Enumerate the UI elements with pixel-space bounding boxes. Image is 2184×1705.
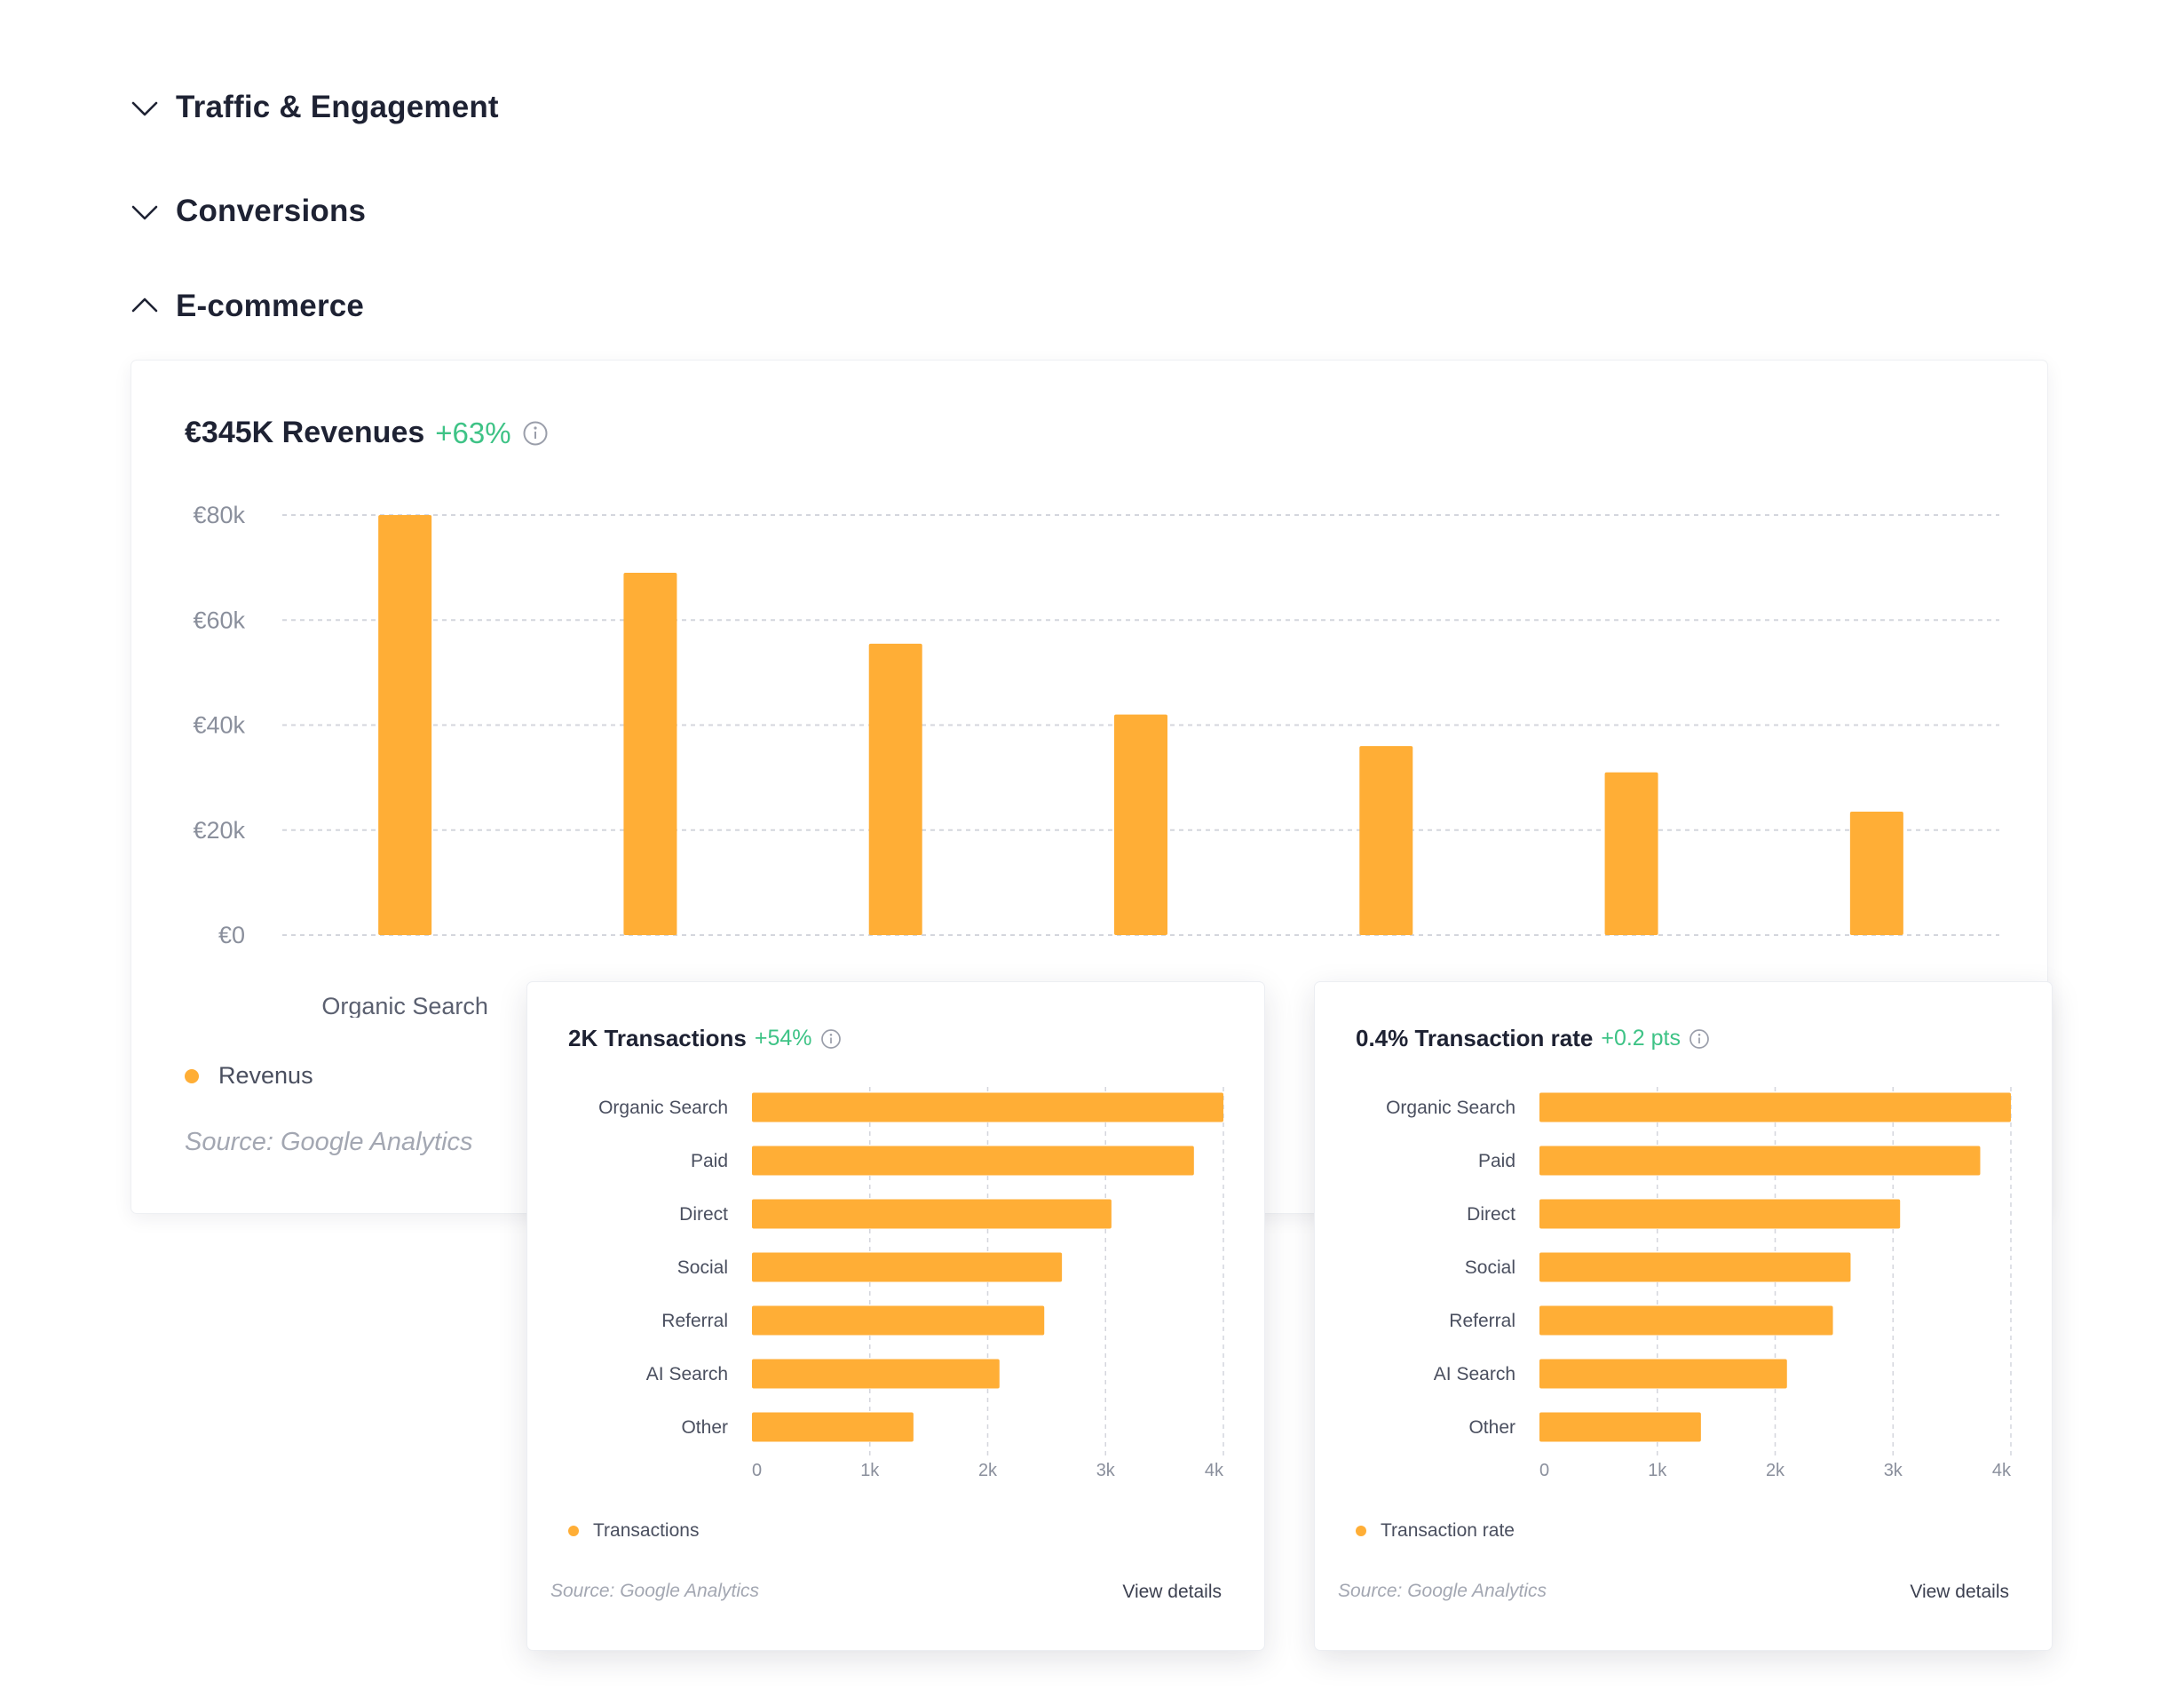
revenue-legend: Revenus xyxy=(185,1062,313,1090)
transaction-rate-kpi: 0.4% Transaction rate +0.2 pts xyxy=(1356,1025,1710,1052)
x-tick-label: 0 xyxy=(752,1461,762,1480)
chevron-down-icon xyxy=(130,196,160,226)
bar xyxy=(1539,1092,2011,1122)
x-tick-label: 4k xyxy=(1992,1461,2012,1480)
y-tick-label: €0 xyxy=(218,922,245,948)
y-tick-label: Organic Search xyxy=(1386,1098,1515,1118)
transaction-rate-card: 0.4% Transaction rate +0.2 pts 0 1k 2k 3k 4k… xyxy=(1315,982,2052,1650)
bar xyxy=(1604,772,1658,935)
kpi-delta: +63% xyxy=(435,416,511,449)
transaction-rate-bar-chart: 0 1k 2k 3k 4k Organic Search Paid Direct Social R… xyxy=(1386,1087,2012,1480)
y-tick-label: €80k xyxy=(193,502,245,528)
source-label: Source: Google Analytics xyxy=(1338,1581,1547,1601)
bar xyxy=(1539,1305,1833,1336)
y-tick-label: €60k xyxy=(193,607,245,633)
legend-label: Transactions xyxy=(593,1520,700,1541)
legend-dot xyxy=(185,1068,199,1083)
revenue-kpi: €345K Revenues +63% xyxy=(185,416,549,450)
info-icon[interactable] xyxy=(820,1028,842,1050)
y-tick-label: Social xyxy=(1465,1257,1515,1278)
source-label: Source: Google Analytics xyxy=(550,1581,760,1601)
kpi-value: 0.4% Transaction rate xyxy=(1356,1025,1594,1051)
kpi-delta: +0.2 pts xyxy=(1601,1026,1681,1051)
info-icon[interactable] xyxy=(522,420,549,447)
y-tick-label: €20k xyxy=(193,817,245,844)
y-tick-label: Organic Search xyxy=(598,1098,728,1118)
info-icon[interactable] xyxy=(1689,1028,1710,1050)
bar xyxy=(752,1305,1045,1336)
y-tick-label: Paid xyxy=(1478,1151,1515,1171)
y-tick-label: Referral xyxy=(1449,1311,1515,1331)
x-tick-label: 1k xyxy=(1648,1461,1667,1480)
bar xyxy=(1539,1252,1851,1282)
bar xyxy=(623,573,677,935)
chevron-down-icon xyxy=(130,92,160,123)
section-conversions[interactable]: Conversions xyxy=(130,185,366,238)
y-tick-label: Other xyxy=(681,1417,728,1438)
section-title: Conversions xyxy=(176,194,367,228)
y-tick-label: Paid xyxy=(691,1151,728,1171)
y-tick-label: AI Search xyxy=(646,1364,728,1384)
bar xyxy=(378,515,432,935)
x-tick-label: 0 xyxy=(1539,1461,1549,1480)
section-title: E-commerce xyxy=(176,289,365,323)
x-tick-label: 4k xyxy=(1205,1461,1224,1480)
transactions-bar-chart: 0 1k 2k 3k 4k Organic Search Paid Direct Social R… xyxy=(598,1087,1224,1480)
bar xyxy=(1114,714,1167,935)
transactions-kpi: 2K Transactions +54% xyxy=(568,1025,842,1052)
bar xyxy=(752,1092,1223,1122)
x-tick-label: 3k xyxy=(1096,1461,1116,1480)
bar xyxy=(752,1199,1112,1229)
legend-dot xyxy=(1356,1526,1366,1536)
bar xyxy=(752,1412,914,1442)
legend-dot xyxy=(568,1526,579,1536)
chevron-up-icon xyxy=(130,291,160,321)
bar xyxy=(1849,812,1903,935)
bar xyxy=(752,1146,1194,1176)
section-traffic-engagement[interactable]: Traffic & Engagement xyxy=(130,81,499,134)
section-ecommerce[interactable]: E-commerce xyxy=(130,280,364,333)
y-tick-label: Direct xyxy=(1467,1204,1515,1225)
y-tick-label: Other xyxy=(1468,1417,1515,1438)
transactions-card: 2K Transactions +54% 0 1k 2k 3k 4k Organic Se… xyxy=(527,982,1264,1650)
y-tick-label: Referral xyxy=(661,1311,728,1331)
legend-label: Revenus xyxy=(218,1062,313,1089)
view-details-link[interactable]: View details xyxy=(1910,1582,2009,1602)
legend-label: Transaction rate xyxy=(1381,1520,1515,1541)
y-tick-label: €40k xyxy=(193,712,245,739)
section-title: Traffic & Engagement xyxy=(176,90,499,124)
bar xyxy=(1539,1359,1787,1389)
source-label: Source: Google Analytics xyxy=(185,1128,473,1156)
bar xyxy=(1359,746,1413,935)
x-tick-label: 3k xyxy=(1884,1461,1903,1480)
bar xyxy=(868,643,922,935)
kpi-delta: +54% xyxy=(754,1026,812,1051)
kpi-value: 2K Transactions xyxy=(568,1025,747,1051)
x-tick-label: 1k xyxy=(860,1461,880,1480)
y-tick-label: Social xyxy=(677,1257,728,1278)
x-tick-label: Organic Search xyxy=(321,993,488,1018)
bar xyxy=(1539,1412,1701,1442)
kpi-value: €345K Revenues xyxy=(185,416,425,449)
y-tick-label: Direct xyxy=(679,1204,728,1225)
y-tick-label: AI Search xyxy=(1434,1364,1515,1384)
view-details-link[interactable]: View details xyxy=(1122,1582,1222,1602)
x-tick-label: 2k xyxy=(978,1461,998,1480)
bar xyxy=(1539,1199,1901,1229)
revenue-bar-chart: €0 €20k €40k €60k €80k Organic Search xyxy=(193,502,1999,1018)
bar xyxy=(752,1252,1063,1282)
bar xyxy=(752,1359,1000,1389)
x-tick-label: 2k xyxy=(1766,1461,1785,1480)
bar xyxy=(1539,1146,1981,1176)
transaction-rate-legend: Transaction rate xyxy=(1356,1520,1515,1542)
transactions-legend: Transactions xyxy=(568,1520,699,1542)
